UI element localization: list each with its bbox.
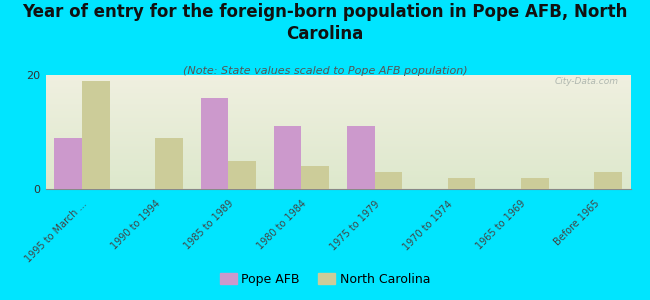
Bar [448, 178, 475, 189]
Bar [274, 126, 302, 189]
Legend: Pope AFB, North Carolina: Pope AFB, North Carolina [215, 268, 435, 291]
Bar [594, 172, 621, 189]
Bar [155, 138, 183, 189]
Bar [228, 160, 256, 189]
Bar [302, 166, 329, 189]
Bar [347, 126, 374, 189]
Bar [54, 138, 82, 189]
Bar [374, 172, 402, 189]
Bar [200, 98, 228, 189]
Text: Year of entry for the foreign-born population in Pope AFB, North
Carolina: Year of entry for the foreign-born popul… [22, 3, 628, 43]
Text: (Note: State values scaled to Pope AFB population): (Note: State values scaled to Pope AFB p… [183, 66, 467, 76]
Bar [82, 81, 110, 189]
Bar [521, 178, 549, 189]
Text: City-Data.com: City-Data.com [555, 77, 619, 86]
